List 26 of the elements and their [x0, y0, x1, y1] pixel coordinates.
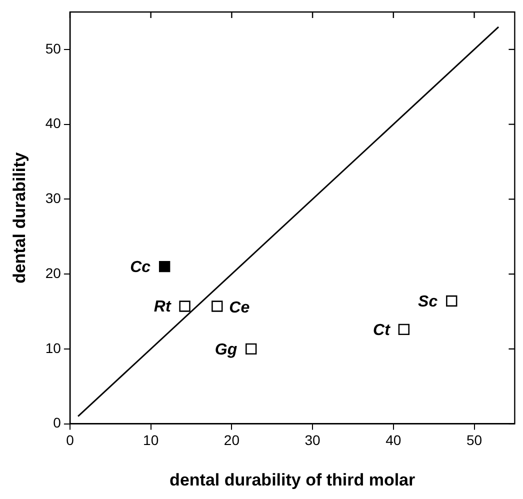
x-tick-label: 30 — [304, 432, 321, 448]
point — [179, 300, 190, 312]
x-tick-label: 50 — [466, 432, 482, 448]
y-tick-label: 10 — [45, 340, 62, 356]
point — [398, 324, 410, 336]
annotation: Sc — [418, 293, 438, 310]
y-tick-label: 30 — [45, 190, 62, 206]
y-tick-label: 50 — [45, 40, 62, 56]
x-tick-label: 20 — [224, 432, 240, 448]
y-tick-label: 20 — [45, 264, 62, 281]
point — [446, 295, 458, 307]
annotation: Ce — [229, 300, 250, 317]
x-tick-label: 10 — [143, 432, 159, 448]
point — [158, 260, 170, 272]
annotation: Cc — [130, 258, 151, 276]
annotation: Gg — [214, 341, 238, 358]
annotation: Rt — [154, 298, 172, 316]
annotation: Ct — [373, 322, 391, 339]
y-tick-label: 40 — [45, 115, 62, 132]
x-tick-label: 40 — [386, 432, 402, 448]
y-axis-title: dental durability — [10, 152, 29, 284]
x-tick-label: 0 — [66, 432, 74, 448]
point — [212, 300, 223, 312]
x-axis-title: dental durability of third molar — [170, 470, 416, 490]
point — [246, 343, 257, 355]
y-tick-label: 0 — [53, 414, 62, 431]
